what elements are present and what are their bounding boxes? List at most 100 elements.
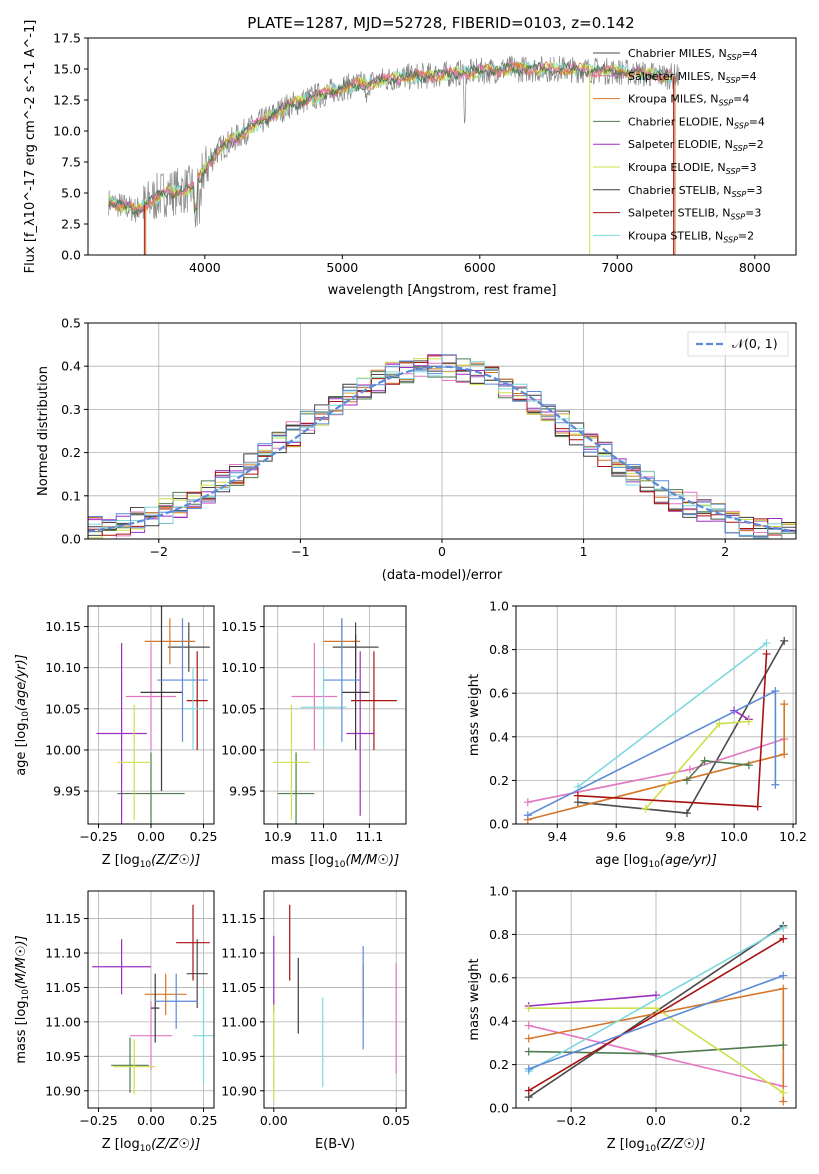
y-tick-label: 0.8 xyxy=(489,642,509,657)
weight-line xyxy=(577,653,768,808)
weight-line xyxy=(528,974,784,1070)
weight-marker xyxy=(652,991,660,1000)
errorbar-point xyxy=(273,704,310,820)
y-tick-label: 11.00 xyxy=(221,1014,257,1029)
y-tick-label: 0.4 xyxy=(489,1014,509,1029)
errorbar-point xyxy=(300,666,347,749)
y-tick-label: 11.00 xyxy=(45,1014,81,1029)
weight-marker xyxy=(762,649,771,658)
weight-marker xyxy=(779,1041,788,1050)
weight-marker xyxy=(682,776,691,785)
legend-entry: 𝒩(0, 1) xyxy=(732,336,778,351)
normal-curve xyxy=(87,365,797,533)
figure-title: PLATE=1287, MJD=52728, FIBERID=0103, z=0… xyxy=(247,14,634,32)
weight-marker xyxy=(523,811,532,820)
weight-line xyxy=(528,994,657,1007)
y-tick-label: 10.00 xyxy=(221,742,257,757)
y-tick-label: 0.4 xyxy=(489,729,509,744)
x-tick-label: −0.25 xyxy=(79,829,117,844)
errorbar-point xyxy=(341,634,370,750)
weight-marker xyxy=(524,1064,533,1073)
weight-marker xyxy=(753,802,762,811)
y-tick-label: 9.95 xyxy=(229,784,257,799)
x-tick-label: 2 xyxy=(721,544,729,559)
y-tick-label: 15.0 xyxy=(53,62,81,77)
y-tick-label: 0.2 xyxy=(489,1057,509,1072)
errorbar-point xyxy=(96,643,147,824)
errorbar-point xyxy=(346,651,374,816)
errorbar-point xyxy=(155,973,198,1029)
x-tick-label: 0.2 xyxy=(731,1113,751,1128)
x-tick-label: 7000 xyxy=(601,260,633,275)
x-tick-label: 5000 xyxy=(326,260,358,275)
weight-marker xyxy=(780,636,789,645)
x-tick-label: 0.0 xyxy=(646,1113,666,1128)
errorbar-point xyxy=(291,643,338,750)
y-tick-label: 0.8 xyxy=(489,927,509,942)
weight-marker xyxy=(779,971,788,980)
y-axis-label: mass [log10(M/M☉)] xyxy=(14,935,31,1063)
weight-marker xyxy=(771,780,780,789)
x-tick-label: −0.25 xyxy=(79,1113,117,1128)
errorbar-point xyxy=(182,667,204,750)
weight_vs_age-frame xyxy=(515,605,797,825)
y-tick-label: 7.5 xyxy=(61,155,81,170)
x-tick-label: 11.0 xyxy=(310,829,338,844)
y-axis-label: age [log10(age/yr)] xyxy=(14,654,31,776)
y-tick-label: 17.5 xyxy=(53,31,81,46)
mass_vs_Z-frame xyxy=(87,890,215,1109)
x-tick-label: 10.2 xyxy=(779,829,807,844)
weight-marker xyxy=(779,1088,788,1097)
legend-entry: Salpeter ELODIE, NSSP=2 xyxy=(628,138,764,153)
weight-marker xyxy=(762,639,771,648)
weight-marker xyxy=(573,791,582,800)
mass_vs_Z-axes: −0.25 0.00 0.25 10.90 10.95 11.00 11.05 11.10 11… xyxy=(45,891,217,1128)
y-tick-label: 0.0 xyxy=(61,248,81,263)
weight-marker xyxy=(524,1047,533,1056)
histogram-series xyxy=(88,354,796,538)
errorbar-point xyxy=(323,618,361,742)
y-tick-label: 10.10 xyxy=(221,660,257,675)
y-tick-label: 11.05 xyxy=(45,980,81,995)
x-tick-label: 1 xyxy=(580,544,588,559)
spectrum-legend: Chabrier MILES, NSSP=4 Salpeter MILES, NS… xyxy=(593,47,765,244)
weight-line xyxy=(577,642,767,788)
y-tick-label: 11.10 xyxy=(45,946,81,961)
weight-marker xyxy=(779,934,788,943)
weight-line xyxy=(528,927,784,1072)
errorbar-point xyxy=(186,939,208,1009)
errorbar-point xyxy=(140,606,183,792)
y-tick-label: 12.5 xyxy=(53,93,81,108)
weight-marker xyxy=(524,1034,533,1043)
y-tick-label: 0.0 xyxy=(61,532,81,547)
errorbar-point xyxy=(186,651,208,750)
legend-entry: Kroupa STELIB, NSSP=2 xyxy=(628,229,754,244)
weight-marker xyxy=(652,1004,660,1013)
y-tick-label: 10.95 xyxy=(45,1049,81,1064)
legend-entry: Salpeter STELIB, NSSP=3 xyxy=(628,207,761,222)
y-tick-label: 0.4 xyxy=(61,359,81,374)
x-axis-label: E(B-V) xyxy=(315,1137,355,1152)
spectrum-frame xyxy=(87,37,797,256)
errorbar-point xyxy=(157,618,208,742)
x-tick-label: 0 xyxy=(438,544,446,559)
weight_vs_Z-frame xyxy=(515,890,797,1109)
x-tick-label: 0.25 xyxy=(190,829,218,844)
y-tick-label: 0.3 xyxy=(61,402,81,417)
weight-marker xyxy=(744,761,753,770)
y-tick-label: 0.6 xyxy=(489,686,509,701)
weight-marker xyxy=(524,1021,533,1030)
weight-marker xyxy=(524,1086,533,1095)
weight-line xyxy=(733,709,750,721)
y-tick-label: 10.0 xyxy=(53,124,81,139)
y-tick-label: 0.2 xyxy=(489,773,509,788)
x-tick-label: 0.05 xyxy=(382,1113,410,1128)
y-tick-label: 10.15 xyxy=(221,619,257,634)
age_vs_Z-frame xyxy=(87,605,215,825)
weight-marker xyxy=(652,1049,660,1058)
x-tick-label: −2 xyxy=(150,544,168,559)
weight-marker xyxy=(780,750,789,759)
errorbar-point xyxy=(117,752,185,824)
weight-marker xyxy=(524,1004,533,1013)
